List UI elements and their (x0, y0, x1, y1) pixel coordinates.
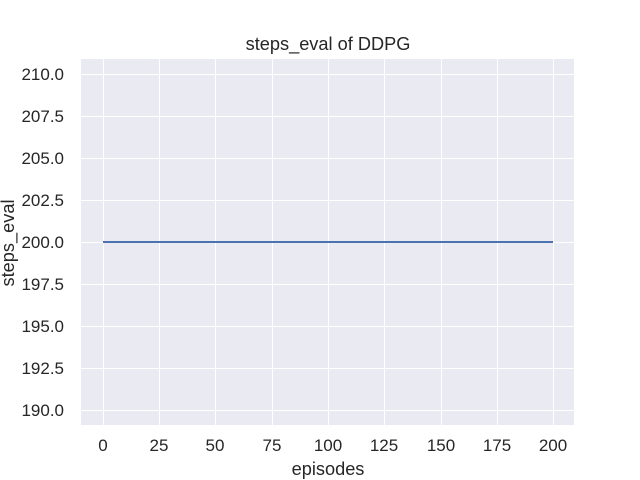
svg-text:episodes: episodes (292, 459, 365, 479)
svg-text:200: 200 (539, 436, 567, 455)
svg-text:192.5: 192.5 (21, 359, 64, 378)
svg-text:197.5: 197.5 (21, 275, 64, 294)
svg-text:100: 100 (314, 436, 342, 455)
svg-text:125: 125 (370, 436, 398, 455)
svg-text:75: 75 (263, 436, 282, 455)
svg-text:25: 25 (150, 436, 169, 455)
svg-text:0: 0 (98, 436, 107, 455)
svg-text:steps_eval: steps_eval (0, 200, 19, 287)
svg-text:210.0: 210.0 (21, 65, 64, 84)
svg-text:205.0: 205.0 (21, 149, 64, 168)
svg-text:175: 175 (483, 436, 511, 455)
svg-text:207.5: 207.5 (21, 107, 64, 126)
svg-text:195.0: 195.0 (21, 317, 64, 336)
svg-text:150: 150 (427, 436, 455, 455)
svg-text:200.0: 200.0 (21, 233, 64, 252)
svg-text:steps_eval of DDPG: steps_eval of DDPG (246, 34, 411, 55)
svg-text:202.5: 202.5 (21, 191, 64, 210)
svg-text:190.0: 190.0 (21, 401, 64, 420)
svg-text:50: 50 (206, 436, 225, 455)
